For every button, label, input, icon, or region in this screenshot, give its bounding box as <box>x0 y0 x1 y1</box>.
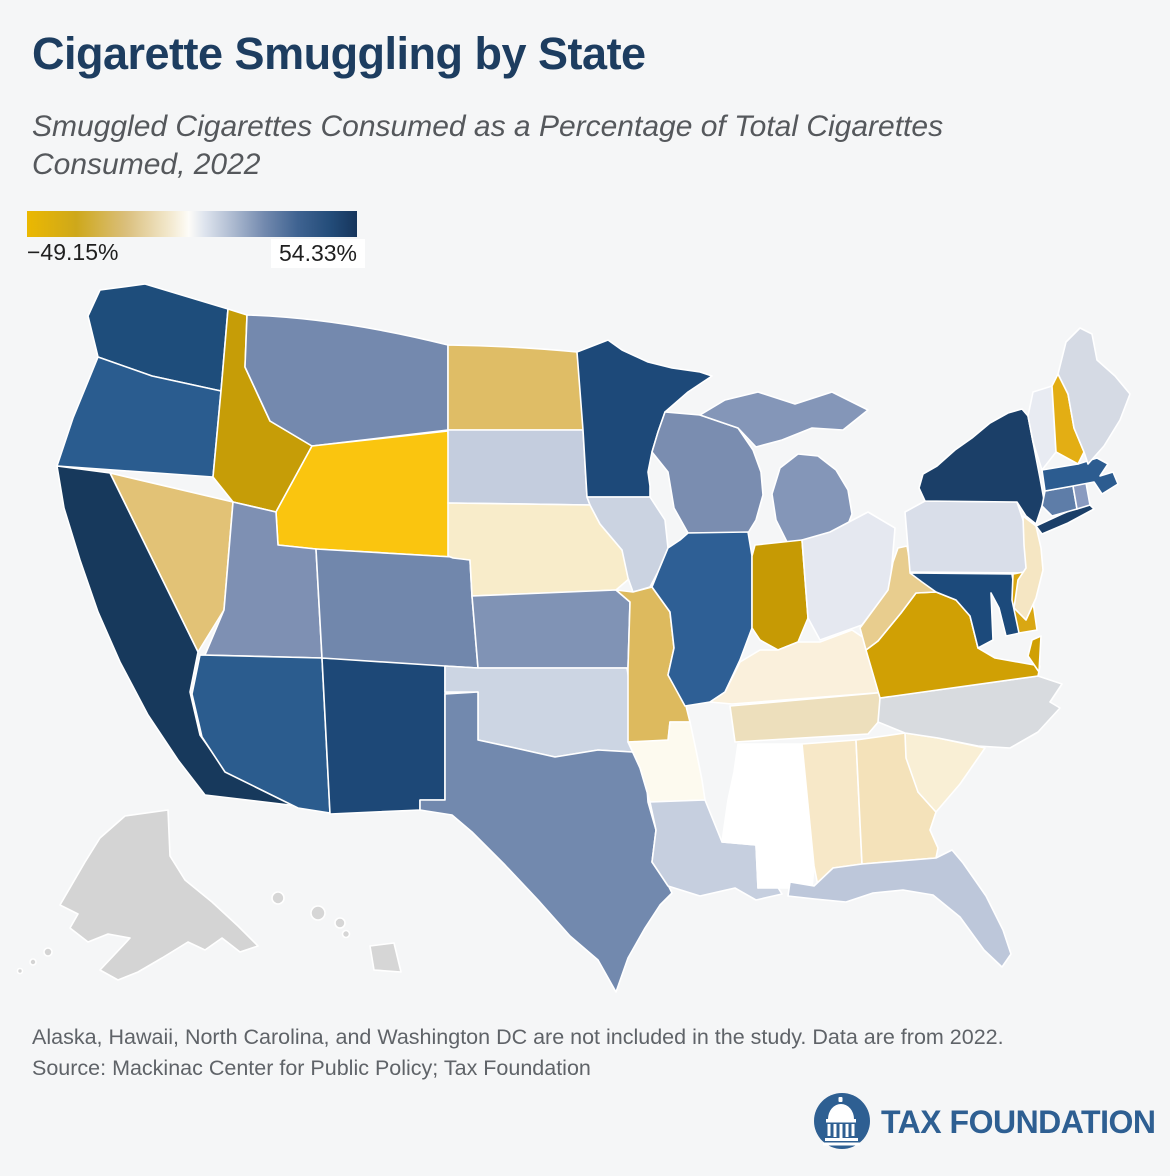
state-hawaii <box>334 917 346 929</box>
page-title: Cigarette Smuggling by State <box>32 28 646 79</box>
footnote-line-1: Alaska, Hawaii, North Carolina, and Wash… <box>32 1025 1004 1049</box>
state-alaska <box>16 967 24 975</box>
state-tennessee[interactable] <box>729 691 889 743</box>
state-pennsylvania[interactable] <box>904 500 1033 574</box>
state-massachusetts[interactable] <box>1041 457 1119 495</box>
state-california[interactable] <box>56 465 299 807</box>
state-new-york[interactable] <box>918 408 1045 525</box>
footnote: Alaska, Hawaii, North Carolina, and Wash… <box>32 1022 1132 1084</box>
capitol-dome-icon <box>814 1093 870 1149</box>
state-texas[interactable] <box>419 691 673 993</box>
state-north-dakota[interactable] <box>447 344 586 431</box>
state-michigan[interactable] <box>699 391 869 448</box>
state-hawaii <box>310 905 326 921</box>
state-hawaii <box>271 891 285 905</box>
state-new-jersey[interactable] <box>1013 515 1044 621</box>
state-alaska <box>29 958 37 966</box>
state-florida[interactable] <box>787 849 1012 968</box>
state-south-dakota[interactable] <box>447 429 591 506</box>
state-north-carolina[interactable] <box>877 675 1063 749</box>
state-indiana[interactable] <box>751 539 809 651</box>
state-colorado[interactable] <box>315 548 479 669</box>
state-arkansas[interactable] <box>627 721 706 803</box>
state-virginia-eastern-shore[interactable] <box>1027 635 1042 673</box>
logo-wordmark: TAX FOUNDATION <box>881 1103 1156 1140</box>
state-hawaii <box>341 929 351 939</box>
legend-max-label: 54.33% <box>270 239 365 268</box>
tax-foundation-logo: TAX FOUNDATION <box>814 1091 1156 1153</box>
state-alaska <box>59 809 259 981</box>
page-subtitle: Smuggled Cigarettes Consumed as a Percen… <box>32 110 944 182</box>
legend-min-label: −49.15% <box>27 239 119 265</box>
legend-gradient-bar <box>27 211 357 237</box>
state-maine[interactable] <box>1057 327 1131 465</box>
state-hawaii <box>369 942 402 973</box>
state-rhode-island[interactable] <box>1072 482 1091 510</box>
color-scale-legend: −49.15% 54.33% <box>27 211 365 268</box>
state-alaska <box>43 947 53 957</box>
footnote-line-2: Source: Mackinac Center for Public Polic… <box>32 1056 591 1081</box>
state-kansas[interactable] <box>471 589 631 669</box>
state-new-mexico[interactable] <box>321 657 446 815</box>
